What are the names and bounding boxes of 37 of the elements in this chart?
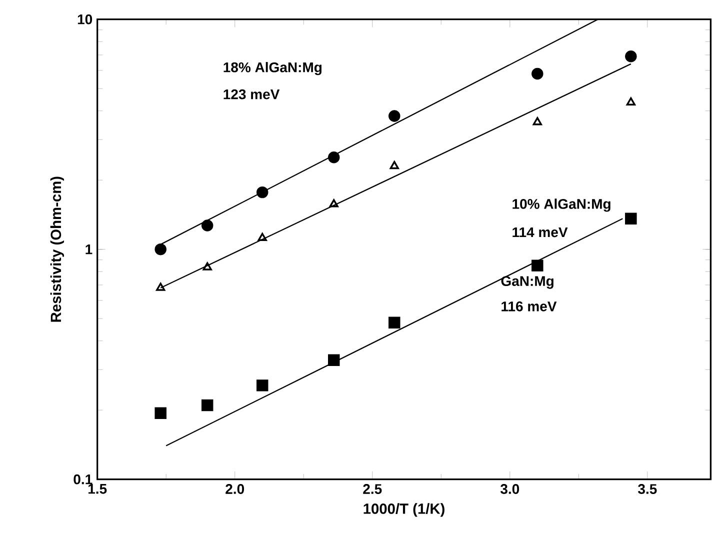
point xyxy=(201,399,214,412)
annotation: 10% AlGaN:Mg xyxy=(512,198,610,212)
x-tick-label: 2.0 xyxy=(226,484,244,494)
x-tick-label: 2.5 xyxy=(363,484,382,494)
point xyxy=(329,199,338,208)
point xyxy=(388,316,400,329)
point xyxy=(626,97,636,106)
point xyxy=(625,50,637,62)
point xyxy=(388,110,400,122)
point xyxy=(532,68,544,80)
point xyxy=(258,232,267,242)
y-tick-label: 1 xyxy=(86,244,92,254)
annotation: 116 meV xyxy=(502,301,557,312)
point xyxy=(256,380,268,392)
point xyxy=(256,186,268,198)
point xyxy=(625,212,637,224)
point xyxy=(202,262,212,270)
annotation: 18% AlGaN:Mg xyxy=(224,62,322,76)
point xyxy=(390,161,399,170)
annotation: 123 meV xyxy=(224,89,280,100)
point xyxy=(156,282,166,291)
annotation: GaN:Mg xyxy=(501,276,554,289)
x-axis-title: 1000/T (1/K) xyxy=(364,503,444,517)
x-tick-label: 3.5 xyxy=(638,484,657,494)
x-tick-label: 3.0 xyxy=(500,484,520,494)
point xyxy=(328,152,340,164)
point xyxy=(532,117,542,126)
annotation: 114 meV xyxy=(512,227,568,238)
y-axis-title: Resistivity (Ohm-cm) xyxy=(50,176,64,322)
point xyxy=(328,354,340,366)
point xyxy=(154,407,166,420)
point xyxy=(201,220,214,232)
y-tick-label: 0.1 xyxy=(74,474,92,484)
point xyxy=(154,243,166,256)
y-tick-label: 10 xyxy=(78,14,92,24)
point xyxy=(532,260,544,272)
x-tick-label: 1.5 xyxy=(88,484,107,494)
